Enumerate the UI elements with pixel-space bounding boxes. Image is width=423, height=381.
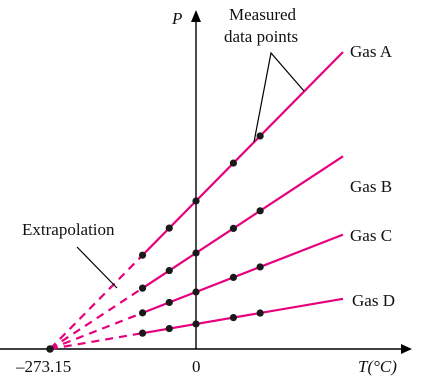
- data-point: [165, 324, 173, 333]
- data-point: [256, 309, 264, 317]
- data-point: [138, 309, 147, 317]
- extrapolation-label: Extrapolation: [22, 220, 115, 239]
- line-gas-c: [142, 233, 344, 314]
- data-point: [229, 224, 238, 232]
- measured-label-line2: data points: [224, 27, 298, 46]
- x-axis-arrow: [401, 344, 412, 354]
- data-point: [165, 266, 173, 275]
- gas-lines: [46, 51, 344, 353]
- data-point: [165, 298, 173, 307]
- series-label-gas-c: Gas C: [350, 226, 392, 245]
- extrapolation-gas-b: [49, 287, 144, 350]
- data-point: [256, 132, 264, 140]
- y-axis-label: P: [171, 9, 182, 28]
- data-point: [256, 263, 264, 271]
- data-point: [192, 197, 200, 205]
- series-label-gas-b: Gas B: [350, 177, 392, 196]
- series-label-gas-a: Gas A: [350, 42, 393, 61]
- measured-leader: [253, 51, 305, 143]
- origin-tick-label: –273.15: [15, 357, 71, 376]
- data-point: [256, 207, 264, 215]
- data-point: [165, 224, 173, 232]
- line-gas-d: [142, 297, 344, 335]
- line-gas-b: [141, 155, 344, 290]
- data-point: [229, 273, 238, 281]
- data-point: [229, 159, 238, 167]
- series-labels: Gas A Gas B Gas C Gas D: [350, 42, 395, 310]
- data-point: [192, 288, 200, 296]
- measured-label-line1: Measured: [229, 5, 297, 24]
- extrapolation-gas-d: [49, 332, 143, 351]
- data-point: [192, 249, 200, 257]
- data-point: [192, 320, 200, 328]
- extrapolation-gas-c: [49, 311, 143, 351]
- extrapolation-gas-a: [49, 254, 144, 350]
- series-label-gas-d: Gas D: [352, 291, 395, 310]
- data-point: [138, 329, 147, 337]
- extrapolation-leader: [76, 246, 118, 289]
- data-point: [138, 284, 147, 292]
- data-point: [229, 313, 238, 322]
- line-gas-a: [141, 51, 344, 256]
- y-axis-arrow: [191, 10, 201, 22]
- zero-tick-label: 0: [192, 357, 201, 376]
- x-axis-label: T(°C): [358, 357, 397, 376]
- absolute-zero-point: [46, 345, 54, 353]
- data-point: [138, 251, 147, 259]
